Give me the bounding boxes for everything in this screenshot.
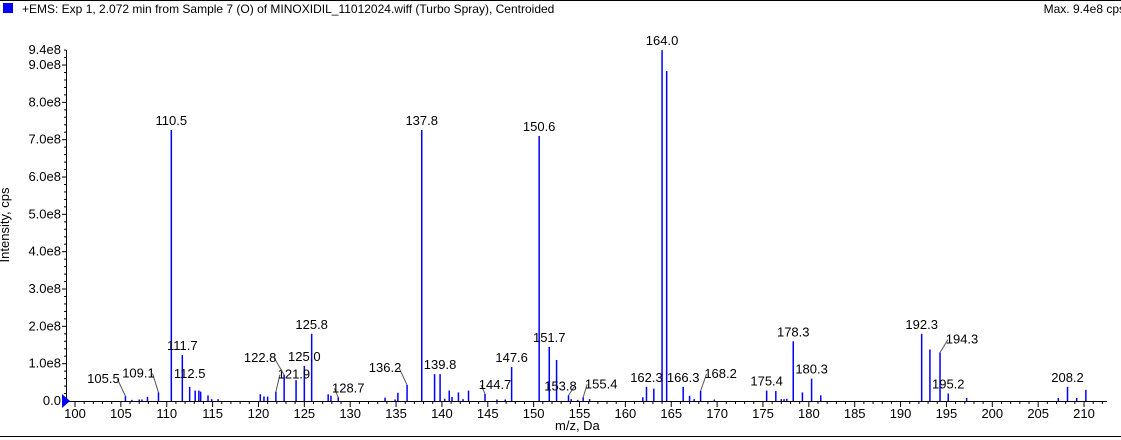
label-leader-line bbox=[700, 373, 708, 392]
x-tick-label: 105 bbox=[110, 406, 132, 421]
label-leader-line bbox=[275, 374, 281, 392]
x-tick-label: 150 bbox=[523, 406, 545, 421]
peak-label: 109.1 bbox=[122, 365, 155, 380]
y-tick-label: 9.0e8 bbox=[28, 57, 61, 72]
y-tick-label: 6.0e8 bbox=[28, 169, 61, 184]
x-tick-label: 210 bbox=[1073, 406, 1095, 421]
trace-color-marker bbox=[3, 3, 13, 13]
label-leader-line bbox=[273, 357, 285, 376]
peak-label: 144.7 bbox=[479, 377, 512, 392]
y-tick-label: 1.0e8 bbox=[28, 356, 61, 371]
y-tick-label: 9.4e8 bbox=[28, 42, 61, 57]
x-tick-label: 145 bbox=[477, 406, 499, 421]
max-intensity: Max. 9.4e8 cps bbox=[1043, 2, 1121, 16]
peak-label: 168.2 bbox=[704, 366, 737, 381]
peak-label: 122.8 bbox=[244, 350, 277, 365]
peak-label: 128.7 bbox=[332, 380, 365, 395]
peak-label: 112.5 bbox=[174, 366, 206, 381]
peak-label: 162.3 bbox=[630, 370, 663, 385]
peak-label: 147.6 bbox=[495, 350, 528, 365]
peak-label: 110.5 bbox=[156, 113, 188, 128]
y-tick-label: 5.0e8 bbox=[28, 206, 61, 221]
y-tick-label: 8.0e8 bbox=[28, 94, 61, 109]
label-leader-line bbox=[333, 388, 339, 398]
x-tick-label: 115 bbox=[202, 406, 223, 421]
x-tick-label: 205 bbox=[1027, 406, 1049, 421]
x-tick-label: 140 bbox=[431, 406, 453, 421]
baseline-marker-icon bbox=[62, 394, 70, 408]
peak-label: 166.3 bbox=[667, 370, 700, 385]
x-tick-label: 110 bbox=[156, 406, 177, 421]
peak-label: 180.3 bbox=[795, 362, 828, 377]
x-tick-label: 135 bbox=[385, 406, 407, 421]
spectrum-title: +EMS: Exp 1, 2.072 min from Sample 7 (O)… bbox=[22, 2, 555, 16]
y-tick-label: 7.0e8 bbox=[28, 132, 61, 147]
y-tick-label: 4.0e8 bbox=[28, 244, 61, 259]
x-tick-label: 130 bbox=[339, 406, 361, 421]
peak-label: 153.8 bbox=[544, 378, 577, 393]
peak-label: 151.7 bbox=[533, 330, 566, 345]
peak-label: 208.2 bbox=[1051, 370, 1084, 385]
x-tick-label: 195 bbox=[936, 406, 958, 421]
x-tick-label: 160 bbox=[615, 406, 637, 421]
peak-label: 155.4 bbox=[585, 376, 618, 391]
y-tick-label: 0.0 bbox=[43, 393, 61, 408]
peak-label: 111.7 bbox=[167, 338, 198, 353]
label-leader-line bbox=[398, 367, 408, 386]
peak-label: 164.0 bbox=[646, 33, 679, 48]
x-tick-label: 190 bbox=[890, 406, 912, 421]
label-leader-line bbox=[939, 339, 949, 353]
peak-label: 125.8 bbox=[295, 317, 328, 332]
label-leader-line bbox=[568, 386, 575, 396]
y-axis-label: Intensity, cps bbox=[0, 187, 12, 262]
peak-label: 121.9 bbox=[278, 367, 311, 382]
x-axis-label: m/z, Da bbox=[555, 418, 601, 433]
x-tick-label: 175 bbox=[752, 406, 774, 421]
peak-label: 136.2 bbox=[369, 360, 402, 375]
peak-label: 139.8 bbox=[424, 357, 457, 372]
peak-label: 175.4 bbox=[750, 374, 783, 389]
x-tick-label: 165 bbox=[660, 406, 682, 421]
x-tick-label: 180 bbox=[798, 406, 820, 421]
peak-label: 194.3 bbox=[946, 331, 979, 346]
x-tick-label: 155 bbox=[569, 406, 591, 421]
y-tick-label: 2.0e8 bbox=[28, 318, 61, 333]
label-leader-line bbox=[582, 384, 588, 398]
label-leader-line bbox=[151, 373, 159, 393]
peak-label: 125.0 bbox=[288, 349, 321, 364]
peak-label: 195.2 bbox=[932, 377, 965, 392]
x-tick-label: 100 bbox=[64, 406, 86, 421]
label-leader-line bbox=[480, 384, 486, 395]
x-tick-label: 125 bbox=[293, 406, 315, 421]
peak-label: 150.6 bbox=[523, 119, 556, 134]
peak-label: 178.3 bbox=[777, 324, 810, 339]
x-tick-label: 170 bbox=[706, 406, 728, 421]
peak-label: 137.8 bbox=[405, 113, 438, 128]
y-tick-label: 3.0e8 bbox=[28, 281, 61, 296]
x-tick-label: 200 bbox=[981, 406, 1003, 421]
label-leader-line bbox=[116, 378, 126, 397]
spectrum-header: +EMS: Exp 1, 2.072 min from Sample 7 (O)… bbox=[0, 2, 1121, 18]
peak-label: 192.3 bbox=[905, 317, 938, 332]
peak-label: 105.5 bbox=[87, 371, 120, 386]
x-tick-label: 120 bbox=[248, 406, 270, 421]
x-tick-label: 185 bbox=[844, 406, 866, 421]
